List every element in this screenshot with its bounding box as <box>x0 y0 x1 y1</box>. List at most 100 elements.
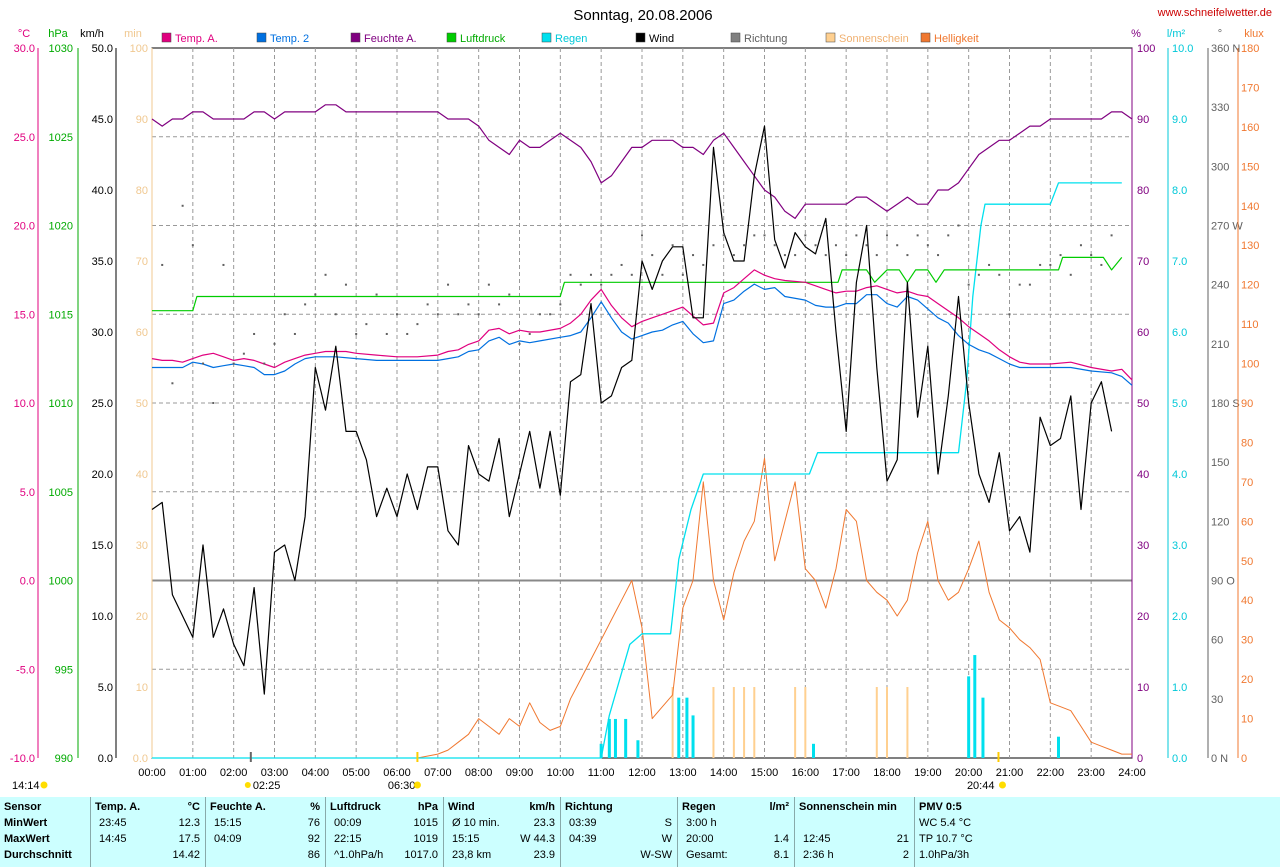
direction-dot <box>589 273 592 276</box>
direction-dot <box>304 303 307 306</box>
sunset-icon <box>998 781 1006 789</box>
direction-dot <box>324 273 327 276</box>
direction-dot <box>447 283 450 286</box>
klux-tick-label: 170 <box>1241 82 1259 94</box>
direction-dot <box>1059 254 1062 257</box>
pressure-tick-label: 1015 <box>49 309 73 321</box>
site-url-label[interactable]: www.schneifelwetter.de <box>1157 7 1272 19</box>
direction-dot <box>610 273 613 276</box>
direction-dot <box>457 313 460 316</box>
x-tick-label: 00:00 <box>138 767 166 779</box>
footer-header-title: Richtung <box>565 801 613 813</box>
footer-header-title: Feuchte A. <box>210 801 266 813</box>
series-lines <box>151 104 1133 759</box>
footer-cell-value: 76 <box>307 817 320 829</box>
direction-dot <box>283 313 286 316</box>
rain-bar <box>636 740 640 758</box>
direction-dot <box>794 254 797 257</box>
temp-tick-label: 10.0 <box>14 398 35 410</box>
legend-label: Feuchte A. <box>364 33 417 45</box>
direction-dot <box>436 313 439 316</box>
direction-tick-label: 150 <box>1211 457 1229 469</box>
wind-tick-label: 25.0 <box>92 398 113 410</box>
pressure-tick-label: 1005 <box>49 487 73 499</box>
direction-dot <box>1090 254 1093 257</box>
x-tick-label: 23:00 <box>1077 767 1105 779</box>
footer-cell-time: Gesamt: <box>686 849 728 861</box>
x-tick-label: 05:00 <box>342 767 370 779</box>
corner-time-label: 14:14 <box>12 780 40 792</box>
sunshine-bar <box>886 687 888 758</box>
wind-tick-label: 45.0 <box>92 114 113 126</box>
legend-label: Richtung <box>744 33 787 45</box>
direction-dot <box>1018 283 1021 286</box>
klux-tick-label: 40 <box>1241 595 1253 607</box>
temp-tick-label: 30.0 <box>14 43 35 55</box>
footer-header-title: Luftdruck <box>330 801 381 813</box>
wind-tick-label: 10.0 <box>92 611 113 623</box>
direction-tick-label: 300 <box>1211 161 1229 173</box>
pressure-line <box>152 256 1123 312</box>
direction-dot <box>641 234 643 237</box>
footer-data-row: 1.0hPa/3h <box>915 847 1035 863</box>
direction-dot <box>171 382 174 385</box>
footer-cell-value: 1.4 <box>773 833 789 845</box>
sunshine-bar <box>753 687 756 758</box>
direction-dot <box>232 362 235 365</box>
moon-icon <box>244 782 251 788</box>
footer-section-feuchte: Feuchte A.% 15:15 76 04:09 92 86 <box>205 797 326 867</box>
footer-data-row: 14:45 17.5 <box>91 831 206 847</box>
humidity-tick-label: 100 <box>1137 43 1155 55</box>
humidity-tick-label: 20 <box>1137 611 1149 623</box>
footer-cell-time: 15:15 <box>452 833 480 845</box>
direction-dot <box>293 332 296 335</box>
x-tick-label: 22:00 <box>1037 767 1065 779</box>
sunshine-bar <box>794 687 797 758</box>
footer-header-row: Richtung <box>561 799 678 815</box>
direction-dot <box>804 234 807 237</box>
direction-dots <box>161 204 1113 404</box>
x-tick-label: 02:00 <box>220 767 248 779</box>
sun-min-tick-label: 30 <box>136 540 148 552</box>
direction-dot <box>334 313 337 316</box>
footer-header-row: Feuchte A.% <box>206 799 326 815</box>
x-tick-label: 01:00 <box>179 767 207 779</box>
direction-dot <box>630 273 633 276</box>
sun-min-tick-label: 0.0 <box>133 753 148 765</box>
wind-tick-label: 5.0 <box>98 682 113 694</box>
footer-cell-time: TP 10.7 °C <box>919 833 973 845</box>
legend-swatch <box>825 32 836 43</box>
sunshine-bar <box>743 687 746 758</box>
direction-dot <box>518 342 521 345</box>
direction-dot <box>712 244 715 247</box>
direction-dot <box>651 254 654 257</box>
direction-dot <box>528 332 531 335</box>
footer-header-title: Wind <box>448 801 475 813</box>
footer-cell-value: 1019 <box>413 833 438 845</box>
temp-tick-label: 25.0 <box>14 132 35 144</box>
footer-section-druck: Luftdruck hPa 00:09 1015 22:15 1019 ^1.0hPa/h 1… <box>325 797 444 867</box>
direction-dot <box>916 234 919 237</box>
footer-data-row: TP 10.7 °C <box>915 831 1035 847</box>
direction-dot <box>559 303 562 306</box>
sunrise-icon <box>413 781 421 789</box>
sunshine-bars <box>671 687 909 758</box>
rain-tick-label: 2.0 <box>1172 611 1187 623</box>
direction-dot <box>242 352 245 355</box>
footer-cell-time: 04:39 <box>569 833 597 845</box>
sun-min-tick-label: 70 <box>136 256 148 268</box>
footer-data-row: Durchschnitt <box>0 847 90 863</box>
footer-cell-value: 8.1 <box>773 849 789 861</box>
rain-tick-label: 9.0 <box>1172 114 1187 126</box>
direction-dot <box>998 273 1001 276</box>
footer-header-title: Sensor <box>4 801 42 813</box>
klux-tick-label: 90 <box>1241 398 1253 410</box>
klux-unit-label: klux <box>1244 28 1264 40</box>
footer-section-temp: Temp. A. °C 23:45 12.3 14:45 17.5 14.42 <box>90 797 206 867</box>
footer-data-row: 03:39 S <box>561 815 678 831</box>
pressure-tick-label: 995 <box>55 664 73 676</box>
klux-tick-label: 0 <box>1241 753 1247 765</box>
rain-bar <box>677 697 681 758</box>
direction-dot <box>937 254 940 257</box>
humidity-tick-label: 80 <box>1137 185 1149 197</box>
